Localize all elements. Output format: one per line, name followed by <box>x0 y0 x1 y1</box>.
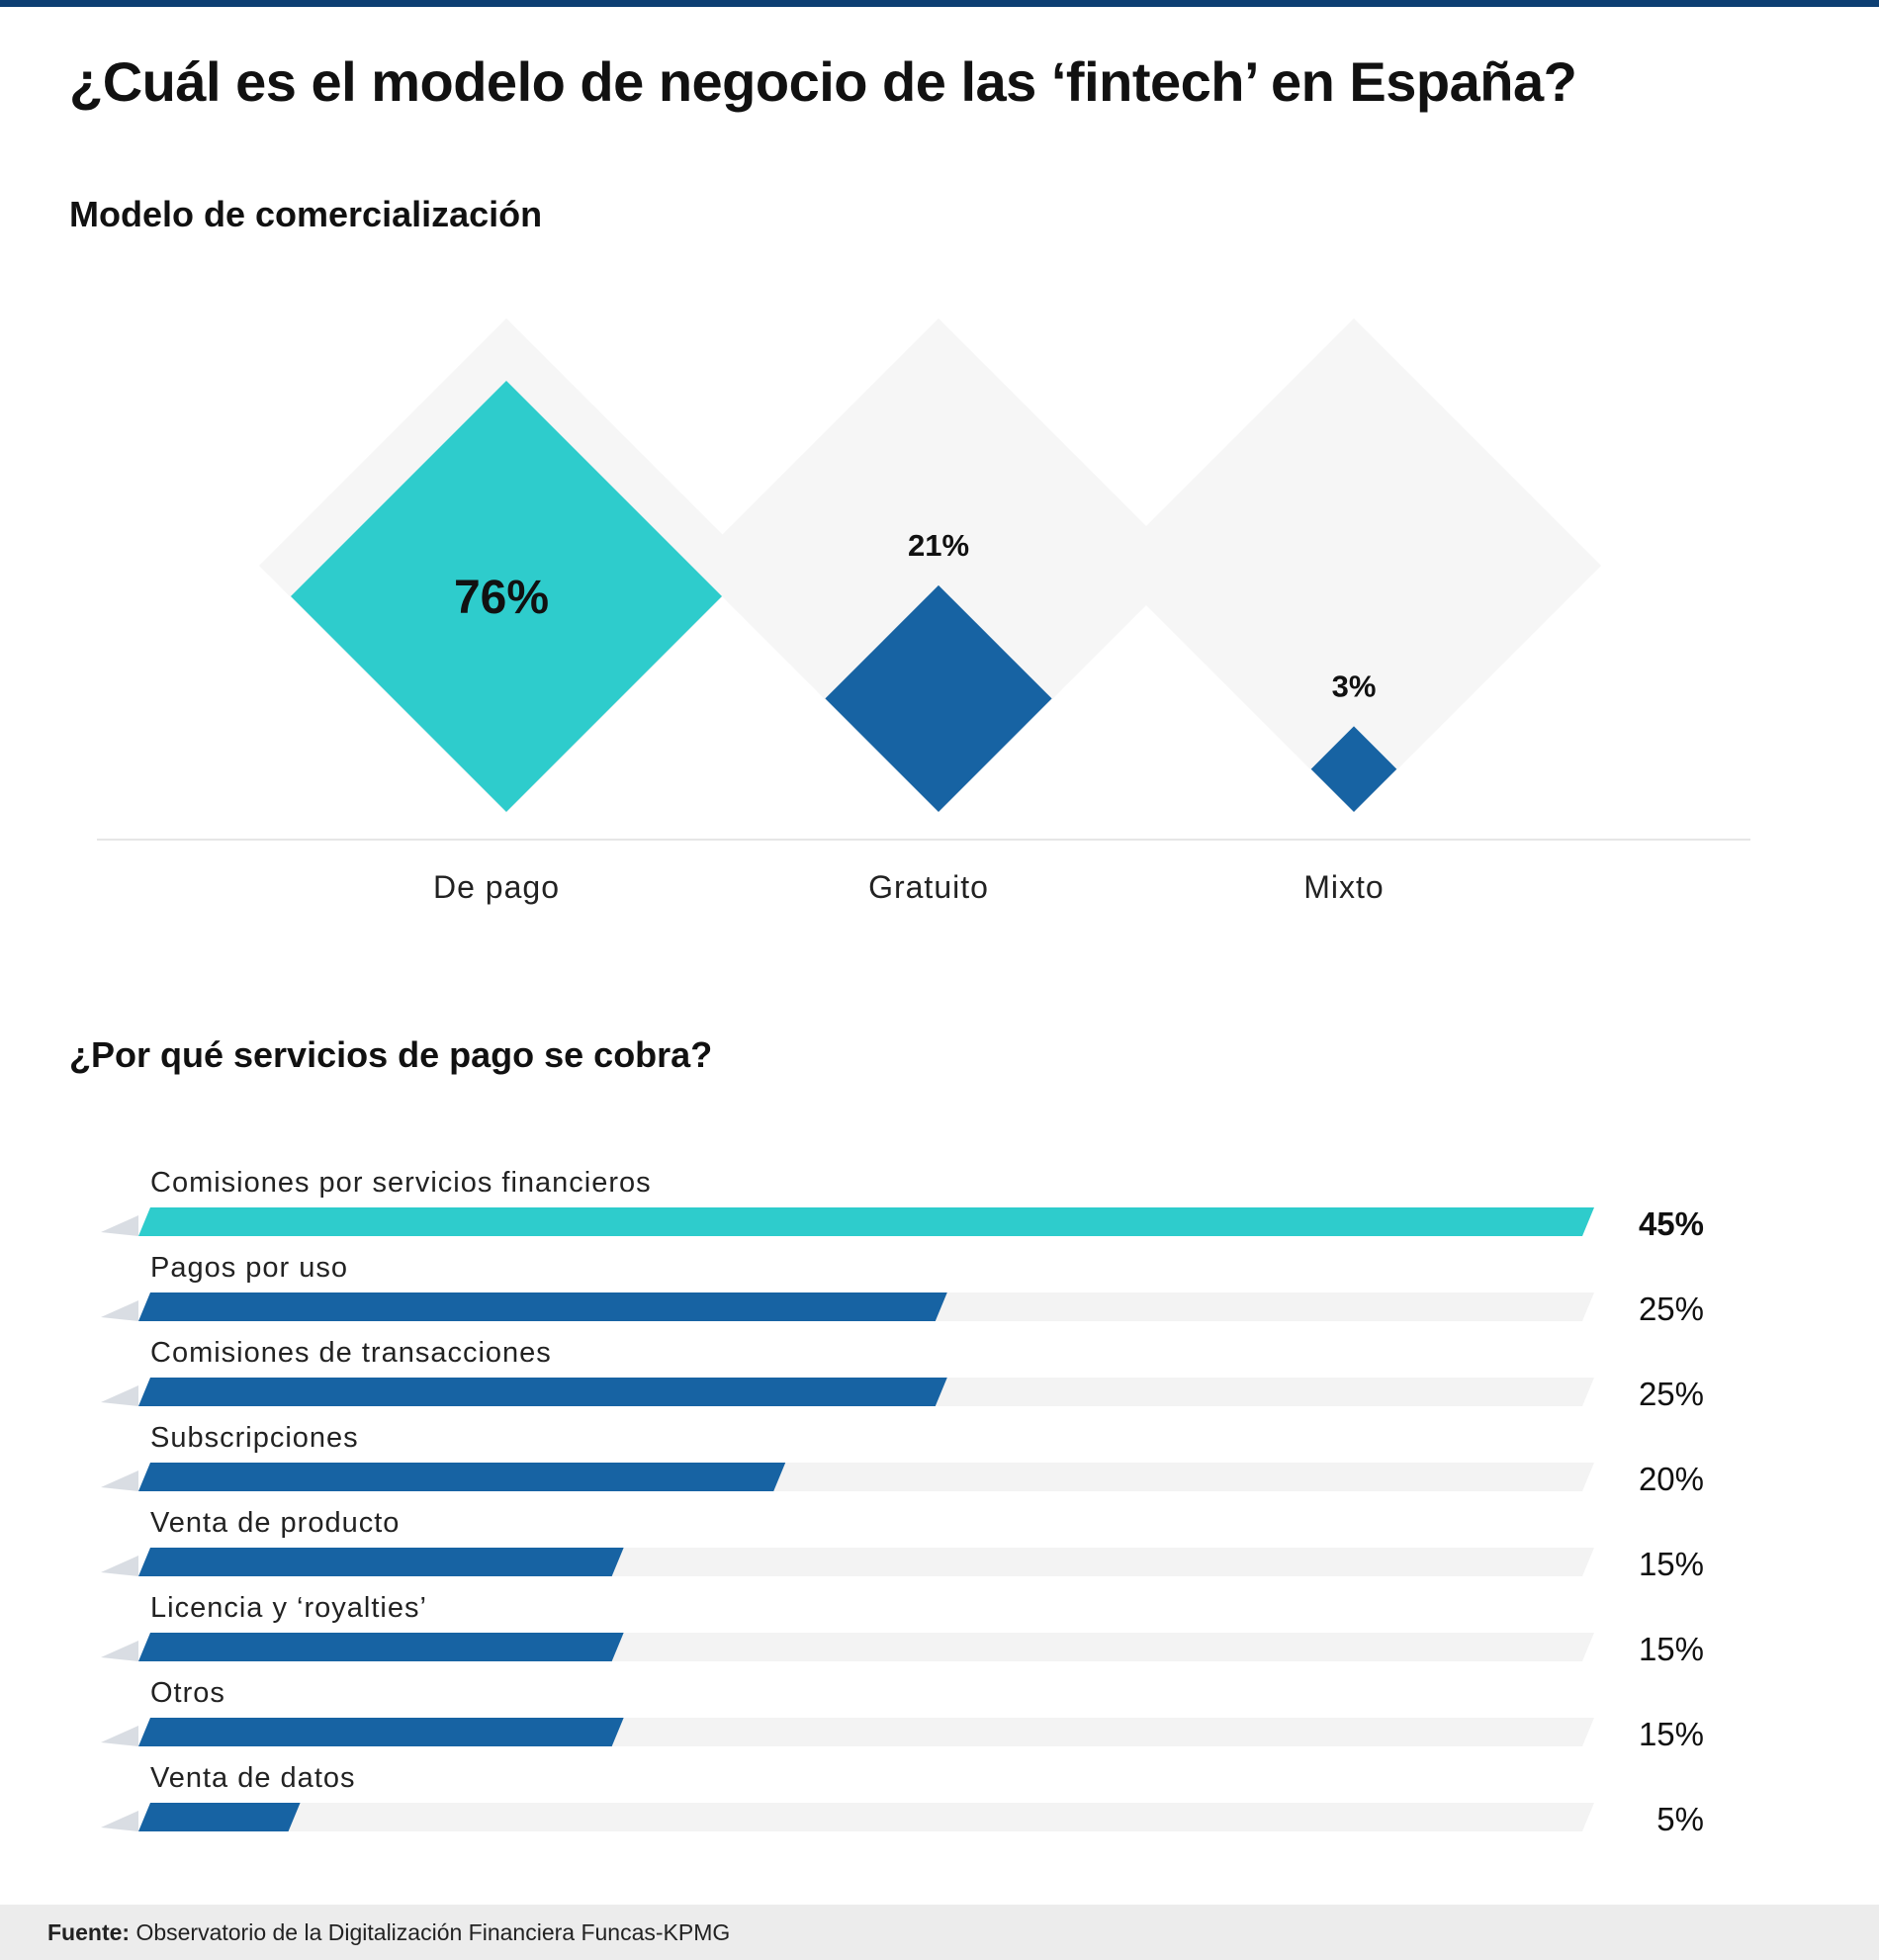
bar-category-label: Pagos por uso <box>150 1252 348 1284</box>
bar-value-label: 5% <box>1656 1801 1704 1837</box>
bar-category-label: Comisiones de transacciones <box>150 1337 552 1369</box>
bar-track <box>138 1803 1594 1831</box>
diamond-chart: 76% De pago 21% Gratuito 3% Mixto <box>97 318 1750 905</box>
bar <box>138 1463 786 1491</box>
bar-category-label: Licencia y ‘royalties’ <box>150 1592 427 1624</box>
bar-shadow <box>101 1811 138 1831</box>
bar-value-label: 15% <box>1639 1546 1704 1582</box>
bar-chart: Comisiones por servicios financieros 45% P… <box>101 1167 1704 1837</box>
bar-value-label: 25% <box>1639 1376 1704 1412</box>
bar-category-label: Venta de datos <box>150 1762 356 1794</box>
bar <box>138 1207 1594 1236</box>
value-diamond-gratuito <box>825 584 1052 812</box>
bar-shadow <box>101 1300 138 1321</box>
bar-shadow <box>101 1385 138 1406</box>
source-text: Observatorio de la Digitalización Financ… <box>135 1919 731 1945</box>
bar-shadow <box>101 1726 138 1746</box>
value-label: 76% <box>454 572 549 624</box>
bar-category-label: Venta de producto <box>150 1507 400 1539</box>
bar-shadow <box>101 1470 138 1491</box>
bar-value-label: 25% <box>1639 1291 1704 1327</box>
bar <box>138 1718 624 1746</box>
bar <box>138 1803 301 1831</box>
source-footer: Fuente: Observatorio de la Digitalizació… <box>0 1905 1879 1960</box>
bar-category-label: Otros <box>150 1677 225 1709</box>
bar-shadow <box>101 1215 138 1236</box>
category-label: Mixto <box>1303 869 1384 905</box>
bar <box>138 1633 624 1661</box>
category-label: Gratuito <box>868 869 989 905</box>
value-diamond-mixto <box>1310 726 1397 812</box>
bar <box>138 1292 947 1321</box>
value-label: 21% <box>908 528 969 563</box>
value-label: 3% <box>1332 668 1377 703</box>
bar-category-label: Subscripciones <box>150 1422 359 1454</box>
bar-value-label: 15% <box>1639 1631 1704 1667</box>
source-label: Fuente: <box>47 1919 131 1945</box>
page-title: ¿Cuál es el modelo de negocio de las ‘fi… <box>69 50 1577 113</box>
bar-value-label: 45% <box>1639 1205 1704 1242</box>
ghost-diamond <box>691 318 1186 813</box>
bar-value-label: 20% <box>1639 1461 1704 1497</box>
bar <box>138 1548 624 1576</box>
top-rule <box>0 0 1879 7</box>
ghost-diamond <box>1107 318 1601 813</box>
category-label: De pago <box>433 869 560 905</box>
section-title-paid-services: ¿Por qué servicios de pago se cobra? <box>69 1034 713 1075</box>
bar-category-label: Comisiones por servicios financieros <box>150 1167 652 1199</box>
bar <box>138 1378 947 1406</box>
bar-value-label: 15% <box>1639 1716 1704 1752</box>
section-title-commercial-model: Modelo de comercialización <box>69 194 543 234</box>
bar-shadow <box>101 1641 138 1661</box>
value-diamond-de-pago <box>291 381 722 812</box>
bar-shadow <box>101 1556 138 1576</box>
